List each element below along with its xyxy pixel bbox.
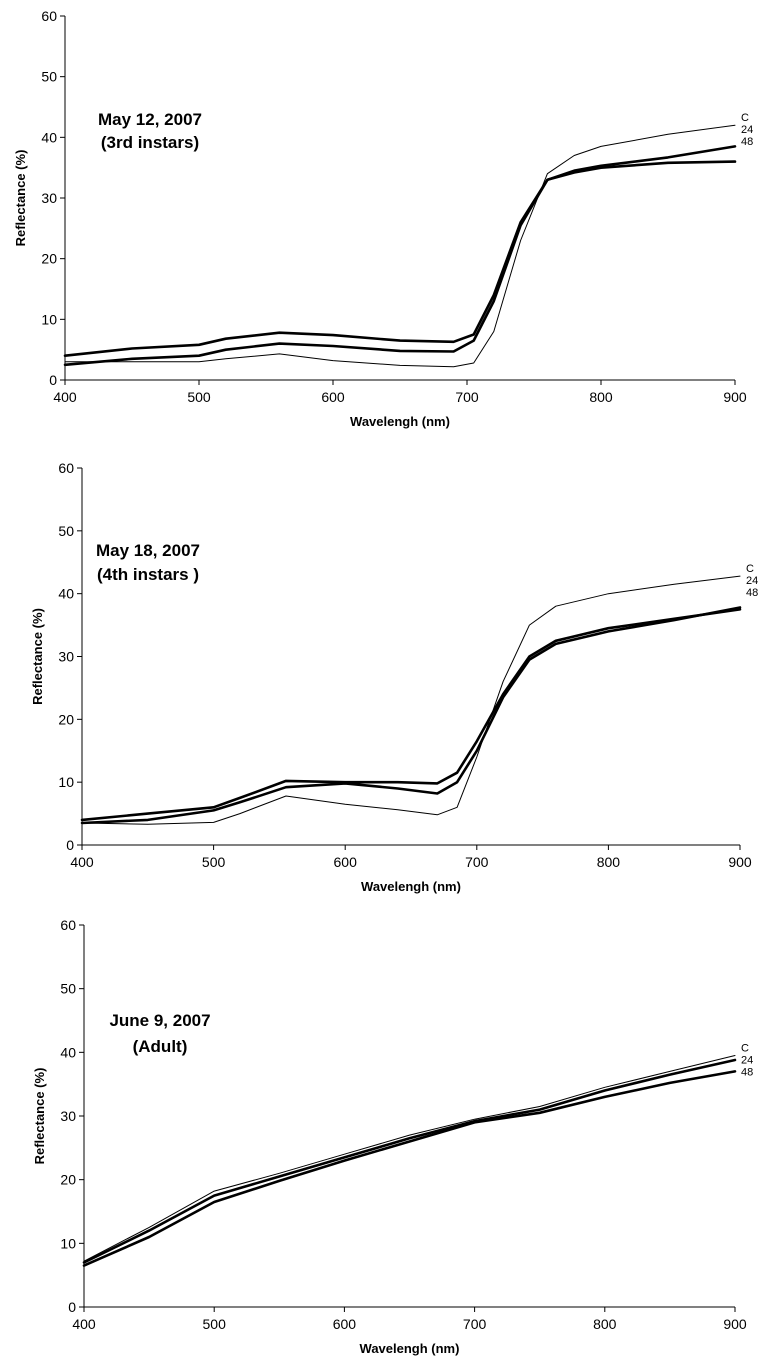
y-tick-label: 60 [41, 8, 57, 24]
series-line-24 [80, 608, 742, 822]
series-line-24 [63, 145, 737, 358]
y-tick-label: 40 [60, 1044, 76, 1060]
x-tick-label: 600 [321, 389, 345, 405]
series-label-48: 48 [746, 587, 758, 599]
series-line-48 [82, 1070, 737, 1267]
y-axis-title: Reflectance (%) [32, 1068, 47, 1165]
series-line-24 [82, 1058, 737, 1264]
y-tick-label: 40 [41, 129, 57, 145]
y-tick-label: 20 [58, 711, 74, 727]
x-axis-title: Wavelengh (nm) [361, 879, 461, 894]
y-axis-title: Reflectance (%) [13, 150, 28, 247]
annotation-stage: (4th instars ) [97, 565, 199, 584]
y-tick-label: 40 [58, 586, 74, 602]
y-axis-title: Reflectance (%) [30, 608, 45, 705]
annotation-date: June 9, 2007 [109, 1011, 210, 1030]
y-tick-label: 10 [41, 311, 57, 327]
series-label-24: 24 [741, 124, 753, 136]
annotation-stage: (3rd instars) [101, 133, 199, 152]
x-tick-label: 700 [465, 854, 489, 870]
chart-panel-1: 0 10 20 30 40 50 60 400 500 600 700 800 900 Wavelengh… [13, 8, 753, 429]
series-line-48 [80, 606, 742, 825]
annotation-date: May 12, 2007 [98, 110, 202, 129]
y-tick-label: 50 [58, 523, 74, 539]
x-tick-label: 700 [463, 1316, 487, 1332]
annotation-stage: (Adult) [133, 1037, 188, 1056]
x-tick-label: 400 [72, 1316, 96, 1332]
x-tick-label: 900 [728, 854, 752, 870]
x-axis-title: Wavelengh (nm) [350, 414, 450, 429]
x-tick-label: 800 [597, 854, 621, 870]
y-tick-label: 60 [58, 460, 74, 476]
annotation-date: May 18, 2007 [96, 541, 200, 560]
chart-panel-3: 0 10 20 30 40 50 60 400 500 600 700 800 900 Wavelengh… [32, 917, 753, 1356]
series-line-C [83, 1055, 736, 1262]
y-tick-label: 30 [58, 649, 74, 665]
y-tick-label: 20 [41, 251, 57, 267]
y-tick-label: 30 [41, 190, 57, 206]
x-tick-label: 500 [203, 1316, 227, 1332]
y-tick-label: 0 [66, 837, 74, 853]
series-label-48: 48 [741, 1067, 753, 1079]
series-line-C [81, 575, 741, 825]
x-tick-label: 400 [70, 854, 94, 870]
y-tick-label: 0 [68, 1299, 76, 1315]
y-tick-label: 10 [60, 1235, 76, 1251]
series-label-C: C [746, 563, 754, 575]
y-tick-label: 50 [60, 981, 76, 997]
series-label-48: 48 [741, 136, 753, 148]
x-tick-label: 800 [593, 1316, 617, 1332]
y-tick-label: 60 [60, 917, 76, 933]
x-tick-label: 900 [723, 1316, 747, 1332]
series-line-C [64, 124, 736, 368]
x-tick-label: 900 [723, 389, 747, 405]
y-tick-label: 0 [49, 372, 57, 388]
series-label-24: 24 [746, 575, 758, 587]
series-label-C: C [741, 112, 749, 124]
series-label-24: 24 [741, 1055, 753, 1067]
x-tick-label: 700 [455, 389, 479, 405]
x-tick-label: 500 [187, 389, 211, 405]
x-tick-label: 800 [589, 389, 613, 405]
x-tick-label: 600 [334, 854, 358, 870]
y-tick-label: 30 [60, 1108, 76, 1124]
chart-panel-2: 0 10 20 30 40 50 60 400 500 600 700 800 900 Wavelengh… [30, 460, 758, 894]
y-tick-label: 10 [58, 774, 74, 790]
x-axis-title: Wavelengh (nm) [360, 1341, 460, 1356]
x-tick-label: 500 [202, 854, 226, 870]
series-line-48 [63, 160, 737, 367]
y-tick-label: 50 [41, 69, 57, 85]
series-label-C: C [741, 1043, 749, 1055]
x-tick-label: 400 [53, 389, 77, 405]
x-tick-label: 600 [333, 1316, 357, 1332]
y-tick-label: 20 [60, 1172, 76, 1188]
